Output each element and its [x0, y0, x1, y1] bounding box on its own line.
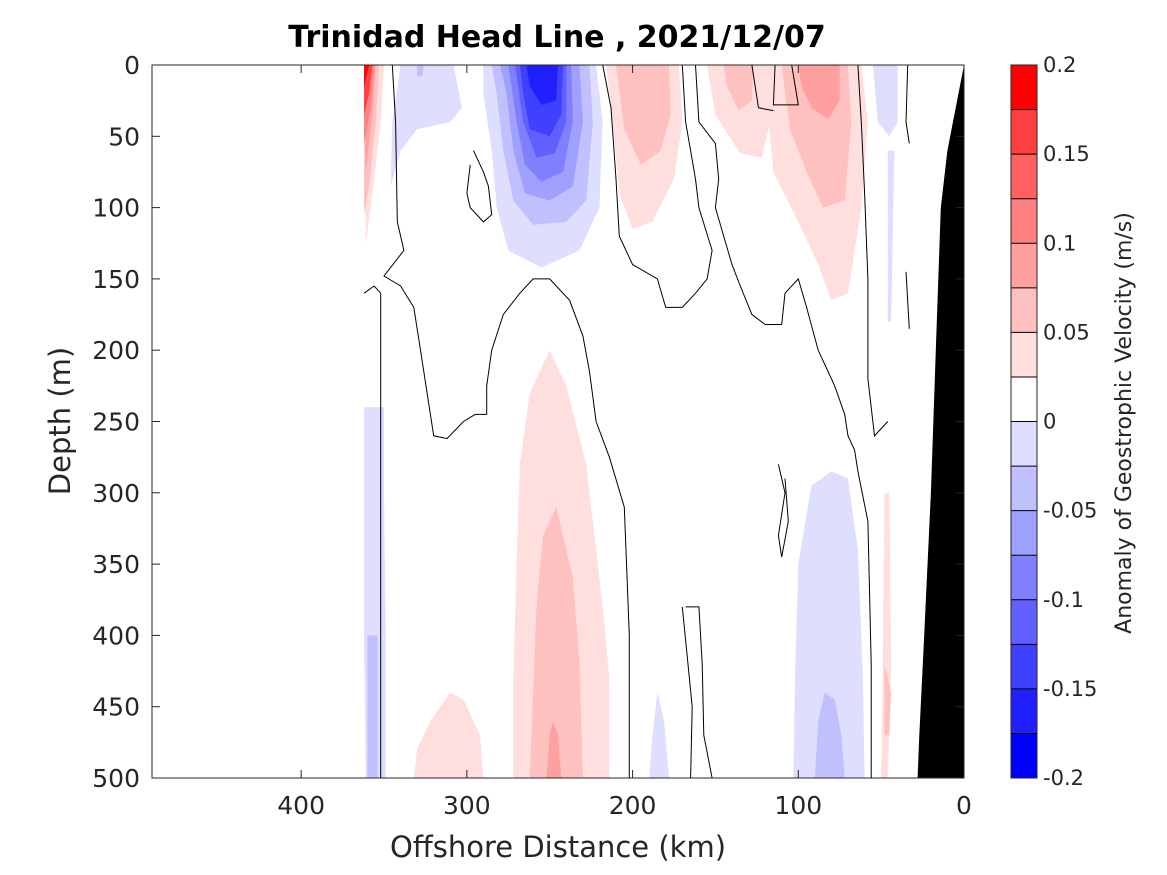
x-tick-label: 0: [956, 791, 972, 820]
zero-contour-lines: [363, 64, 910, 779]
zero-line-1: [363, 285, 382, 778]
colorbar-tick-label: -0.15: [1043, 677, 1097, 701]
y-tick-label: 450: [92, 693, 140, 722]
colorbar-tick-label: 0.2: [1043, 53, 1076, 77]
colorbar-band: [1011, 243, 1037, 288]
colorbar-band: [1011, 332, 1037, 377]
colorbar-band: [1011, 733, 1037, 778]
colorbar-frame: [1010, 64, 1038, 779]
zero-line-12: [777, 464, 789, 558]
chart-title: Trinidad Head Line , 2021/12/07: [288, 20, 825, 55]
fill-deep-neg-85-2: [814, 692, 845, 778]
colorbar-tick-label: -0.2: [1043, 766, 1084, 790]
fill-deep-neg-85-1: [793, 471, 865, 778]
x-tick-label: 300: [443, 791, 491, 820]
y-tick-label: 200: [92, 336, 140, 365]
fill-nearshore-pos-2: [884, 663, 892, 736]
fill-offshore-pos-6: [364, 65, 370, 87]
y-tick-label: 300: [92, 479, 140, 508]
colorbar-tick-label: -0.05: [1043, 499, 1097, 523]
colorbar-band: [1011, 154, 1037, 199]
y-tick-label: 250: [92, 408, 140, 437]
fill-deep-pos-250-3: [546, 721, 562, 778]
zero-line-loop: [466, 150, 493, 223]
zero-line-10: [905, 64, 910, 144]
x-axis-label: Offshore Distance (km): [390, 830, 726, 864]
zero-line-3: [602, 64, 713, 308]
colorbar-band: [1011, 198, 1037, 244]
colorbar-band: [1011, 376, 1037, 422]
zero-line-9: [857, 64, 889, 437]
y-axis-label: Depth (m): [43, 347, 77, 495]
y-tick-label: 50: [108, 122, 140, 151]
y-tick-label: 400: [92, 621, 140, 650]
colorbar-band: [1011, 65, 1037, 110]
y-tick-label: 0: [124, 51, 140, 80]
seafloor-wedge: [917, 65, 964, 778]
fill-pos-85-3: [798, 65, 840, 120]
colorbar-tick-label: 0.05: [1043, 320, 1090, 344]
colorbar: 0.2 0.15 0.1 0.05 0 -0.05 -0.1 -0.15 -0.2: [1010, 53, 1097, 790]
colorbar-label: Anomaly of Geostrophic Velocity (m/s): [1112, 212, 1137, 634]
zero-line-6: [681, 606, 693, 779]
contour-fills: [364, 65, 898, 778]
x-tick-label: 200: [609, 791, 657, 820]
colorbar-band: [1011, 555, 1037, 600]
y-tick-label: 350: [92, 550, 140, 579]
y-axis-ticks: 0 50 100 150 200 250 300 350 400 450 500: [92, 51, 964, 793]
colorbar-band: [1011, 466, 1037, 511]
fill-deep-neg-180: [649, 692, 669, 778]
fill-neg-45-2: [887, 150, 895, 322]
fill-surface-neg-330b: [417, 65, 424, 77]
colorbar-tick-label: 0.1: [1043, 231, 1076, 255]
colorbar-tick-label: -0.1: [1043, 588, 1084, 612]
zero-line-2: [383, 64, 630, 778]
fill-neg-45-1: [872, 65, 898, 137]
colorbar-tick-label: 0: [1043, 410, 1056, 434]
colorbar-band: [1011, 599, 1037, 645]
y-tick-label: 100: [92, 194, 140, 223]
zero-line-8: [772, 64, 799, 106]
colorbar-tick-label: 0.15: [1043, 142, 1090, 166]
zero-line-5: [685, 606, 713, 779]
x-tick-label: 400: [277, 791, 325, 820]
x-tick-label: 100: [774, 791, 822, 820]
zero-line-11: [905, 271, 910, 329]
y-tick-label: 500: [92, 764, 140, 793]
colorbar-band: [1011, 510, 1037, 556]
colorbar-band: [1011, 287, 1037, 333]
fill-pos-135-1: [707, 65, 771, 158]
colorbar-band: [1011, 644, 1037, 689]
zero-line-4: [695, 64, 872, 778]
colorbar-band: [1011, 109, 1037, 155]
y-tick-label: 150: [92, 265, 140, 294]
fill-jet-neg-7: [526, 65, 558, 105]
fill-pos-195-2: [616, 65, 671, 165]
fill-surface-neg-330: [390, 65, 462, 187]
colorbar-band: [1011, 421, 1037, 467]
fill-pos-135-2: [723, 65, 754, 111]
colorbar-band: [1011, 688, 1037, 734]
fill-deep-pos-250-2: [529, 507, 583, 778]
fill-offshore-neg-2: [367, 635, 378, 778]
zero-line-7: [751, 64, 774, 112]
fill-deep-pos-310: [413, 692, 484, 778]
x-axis-ticks: 400 300 200 100 0: [277, 65, 972, 820]
